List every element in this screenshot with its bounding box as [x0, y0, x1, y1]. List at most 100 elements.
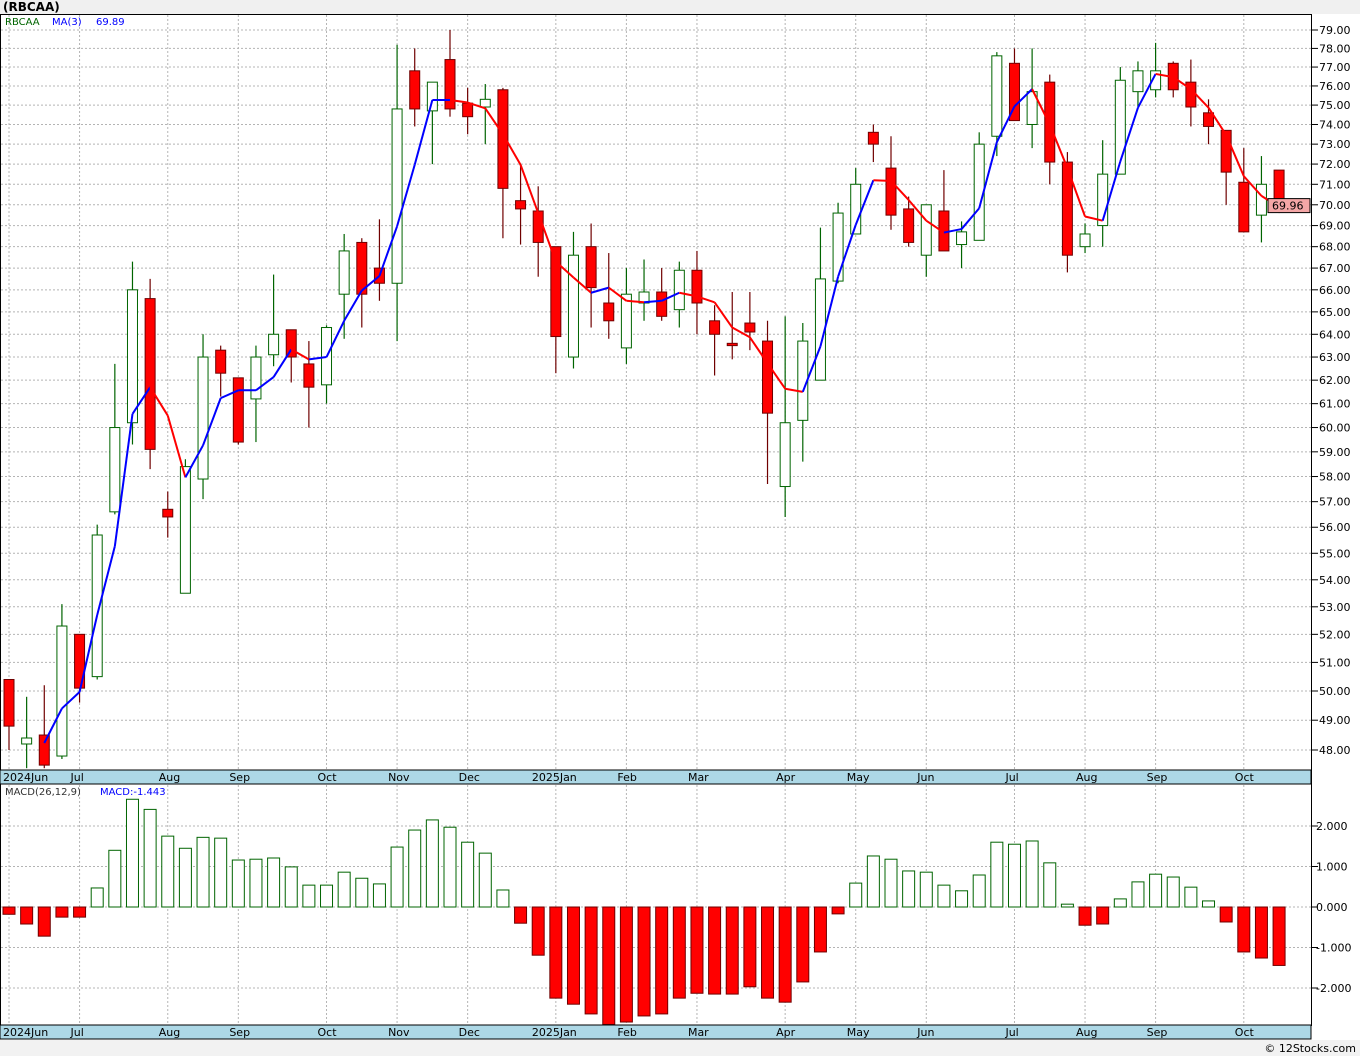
- month-label: Feb: [617, 771, 636, 784]
- price-tick-label: 71.00: [1319, 178, 1351, 191]
- candle-up: [1132, 70, 1144, 93]
- price-tick-label: 58.00: [1319, 471, 1351, 484]
- macd-bar-negative: [55, 906, 69, 918]
- macd-histogram: [2, 798, 1286, 1025]
- last-price-label: 69.96: [1272, 200, 1304, 213]
- month-label: May: [847, 1026, 870, 1039]
- macd-bar-negative: [73, 906, 87, 918]
- candle-up: [638, 291, 650, 304]
- ma-segment: [890, 180, 910, 201]
- price-tick-label: 55.00: [1319, 547, 1351, 560]
- macd-bar-positive: [267, 857, 281, 908]
- ma-segment: [696, 295, 715, 304]
- macd-axis: 2.000 1.000 0.000 -1.000 -2.000: [1311, 820, 1351, 995]
- price-tick-label: 57.00: [1319, 496, 1351, 509]
- macd-bar-positive: [425, 819, 439, 908]
- ma-segment: [784, 387, 803, 393]
- macd-bar-negative: [796, 906, 810, 983]
- month-label: Aug: [1076, 771, 1097, 784]
- month-label: Aug: [159, 771, 180, 784]
- legend-symbol: RBCAA: [5, 17, 40, 28]
- ma-segment: [1190, 88, 1210, 109]
- macd-bar-negative: [813, 906, 827, 953]
- month-label: 2025Jan: [532, 771, 577, 784]
- ma-segment: [854, 179, 875, 226]
- ma-segment: [449, 98, 468, 104]
- footer-bar: [0, 1040, 1360, 1056]
- ma-segment: [166, 415, 187, 478]
- candle-down: [232, 377, 244, 443]
- ma-segment: [1225, 134, 1245, 177]
- ma-line: [43, 72, 1280, 744]
- ma-segment: [308, 356, 327, 361]
- candle-down: [1220, 129, 1232, 173]
- ma-segment: [220, 389, 239, 400]
- month-label: May: [847, 771, 870, 784]
- macd-bar-positive: [408, 829, 422, 908]
- candle-up: [956, 231, 968, 246]
- ma-segment: [679, 291, 698, 298]
- month-label: Jun: [916, 771, 934, 784]
- candle-down: [585, 246, 597, 289]
- candle-up: [426, 81, 438, 112]
- macd-bar-negative: [1096, 906, 1110, 925]
- candle-down: [38, 734, 50, 766]
- macd-bar-negative: [619, 906, 633, 1023]
- price-tick-label: 49.00: [1319, 714, 1351, 727]
- macd-bar-positive: [125, 798, 139, 908]
- candle-up: [21, 737, 33, 745]
- ma-segment: [1119, 107, 1139, 162]
- candle-up: [179, 466, 191, 594]
- macd-bar-positive: [919, 871, 933, 908]
- price-tick-label: 54.00: [1319, 574, 1351, 587]
- ma-segment: [873, 179, 892, 182]
- macd-bar-negative: [514, 906, 528, 924]
- candle-down: [144, 298, 156, 450]
- macd-bar-positive: [214, 837, 228, 908]
- candle-down: [726, 342, 738, 347]
- macd-bar-positive: [937, 884, 951, 908]
- candle-down: [285, 329, 297, 358]
- macd-bar-positive: [478, 852, 492, 908]
- chart-title: (RBCAA): [3, 0, 60, 14]
- price-tick-label: 52.00: [1319, 628, 1351, 641]
- macd-bar-positive: [302, 884, 316, 908]
- month-label: Aug: [159, 1026, 180, 1039]
- macd-bar-positive: [1025, 840, 1039, 908]
- candle-up: [109, 427, 121, 513]
- macd-bar-positive: [355, 877, 369, 908]
- price-tick-label: 73.00: [1319, 138, 1351, 151]
- candle-down: [1203, 112, 1215, 127]
- ma-segment: [325, 320, 346, 358]
- price-tick-label: 50.00: [1319, 685, 1351, 698]
- candle-down: [762, 340, 774, 414]
- macd-bar-positive: [461, 841, 475, 908]
- candle-up: [1150, 70, 1162, 91]
- month-label: Apr: [776, 1026, 796, 1039]
- price-tick-label: 77.00: [1319, 61, 1351, 74]
- month-label: Nov: [388, 771, 410, 784]
- candle-down: [462, 102, 474, 118]
- title-bar: [0, 0, 1360, 14]
- macd-bar-positive: [1043, 862, 1057, 908]
- ma-segment: [113, 413, 134, 547]
- ma-segment: [1031, 88, 1051, 125]
- price-axis: 79.00 78.00 77.00 76.00 75.00 74.00 73.00 72.00…: [1311, 24, 1351, 757]
- candle-up: [779, 422, 791, 488]
- month-label: 2025Jan: [532, 1026, 577, 1039]
- copyright: © 12Stocks.com: [1264, 1042, 1356, 1055]
- month-label: Aug: [1076, 1026, 1097, 1039]
- ma-segment: [1066, 167, 1086, 217]
- candle-down: [409, 70, 421, 110]
- month-label: Sep: [229, 1026, 250, 1039]
- candle-down: [603, 302, 615, 322]
- candle-down: [3, 678, 15, 727]
- ma-segment: [801, 346, 822, 393]
- price-tick-label: 51.00: [1319, 656, 1351, 669]
- candles: [3, 30, 1285, 769]
- ma-segment: [731, 326, 751, 339]
- macd-bar-positive: [955, 890, 969, 908]
- ma-segment: [184, 444, 204, 478]
- candle-up: [391, 108, 403, 284]
- ma-segment: [1013, 88, 1033, 108]
